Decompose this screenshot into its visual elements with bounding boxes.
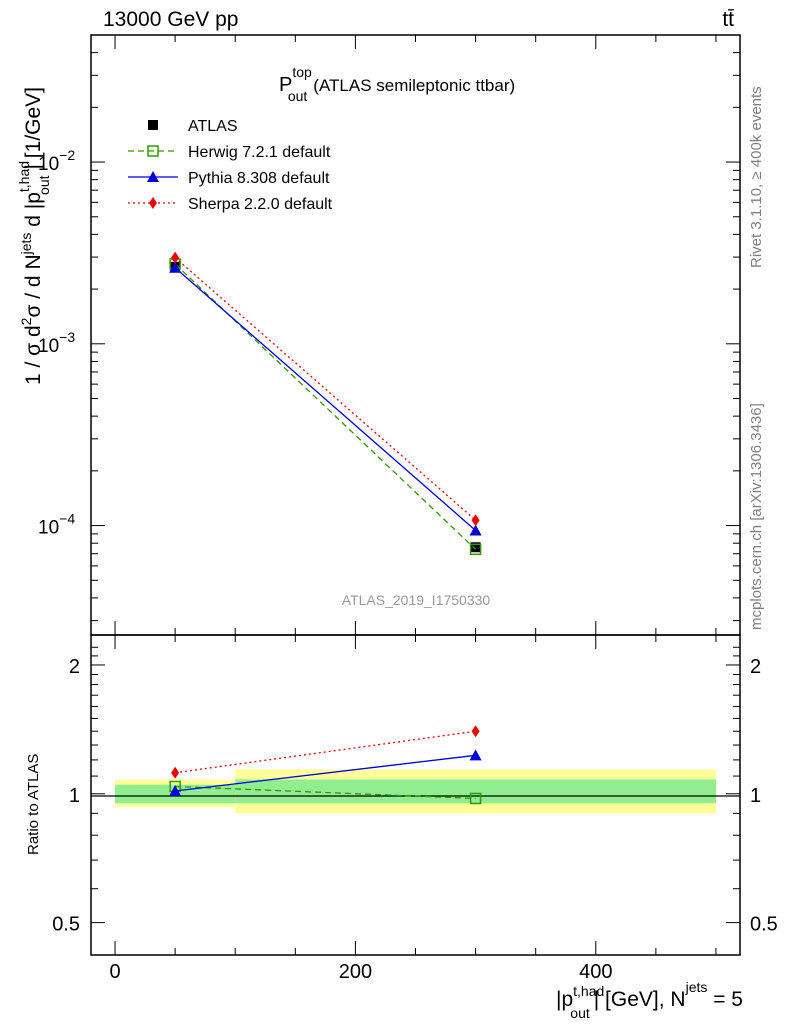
ratio-ticks: 0.5 0.5 1 1 2 2 0 200 400 [52, 635, 778, 983]
legend-label: ATLAS [188, 118, 238, 135]
y-tick-label-base: 10 [38, 336, 59, 357]
marker-triangle [169, 261, 182, 273]
legend-label: Herwig 7.2.1 default [188, 144, 331, 161]
ratio-y-tick-label-right: 0.5 [750, 914, 778, 936]
rivet-label: Rivet 3.1.10, ≥ 400k events [748, 86, 765, 268]
marker-triangle [147, 171, 159, 182]
ratio-y-tick-label: 0.5 [52, 914, 80, 936]
ratio-series-line [175, 730, 476, 774]
y-tick-label-base: 10 [38, 518, 59, 539]
marker-triangle [169, 785, 182, 797]
series-line [174, 257, 477, 521]
ratio-series-herwig [169, 780, 482, 805]
legend-label: Pythia 8.308 default [188, 170, 330, 187]
source-label: mcplots.cern.ch [arXiv:1306.3436] [748, 403, 765, 630]
series-line [174, 267, 477, 531]
x-tick-label: 200 [339, 961, 372, 983]
analysis-label: ATLAS_2019_I1750330 [342, 592, 491, 608]
y-tick-label: 10−3 [38, 329, 75, 357]
y-tick-label-base: 10 [38, 154, 59, 175]
band-stat [235, 779, 716, 804]
ratio-y-tick-label: 2 [69, 656, 80, 678]
x-axis-label: |pt,had out| [GeV], Njets = 5 [556, 979, 743, 1021]
marker-diamond [471, 514, 480, 527]
y-tick-label: 10−2 [38, 147, 75, 175]
marker-triangle [469, 749, 482, 761]
energy-label: 13000 GeV pp [103, 8, 238, 31]
main-series [169, 251, 482, 556]
marker-diamond [149, 197, 157, 209]
ratio-series-line [175, 754, 476, 792]
ratio-y-tick-label-right: 2 [750, 656, 761, 678]
uncertainty-bands [115, 769, 716, 814]
marker-diamond [471, 725, 480, 738]
main-ticks: 10−210−310−4 [38, 34, 740, 635]
ratio-series [169, 725, 482, 805]
marker-square-filled [470, 542, 481, 553]
y-tick-label: 10−4 [38, 511, 75, 539]
main-y-axis-label: 1 / σ d2σ / d Njets d |pt,had out| [1/GeV… [16, 87, 52, 385]
ratio-series-pythia [169, 749, 482, 797]
ratio-series-sherpa [171, 725, 480, 779]
ratio-series-line [175, 785, 476, 800]
series-line [174, 263, 477, 550]
legend-item: Sherpa 2.2.0 default [128, 196, 333, 213]
legend-label: Sherpa 2.2.0 default [188, 196, 333, 213]
chart-title: Ptop out(ATLAS semileptonic ttbar) [279, 64, 515, 104]
legend-item: ATLAS [148, 118, 238, 135]
main-panel: 10−210−310−4 Ptop out(ATLAS semileptonic … [16, 34, 741, 636]
process-label: tt̄ [722, 8, 734, 31]
y-tick-label-exp: −4 [59, 511, 75, 527]
ratio-frame [90, 634, 741, 956]
legend: ATLAS Herwig 7.2.1 default Pythia 8.308 de… [128, 118, 333, 213]
marker-diamond [171, 251, 180, 264]
marker-triangle [469, 524, 482, 536]
marker-square-open [469, 543, 482, 556]
ratio-panel: 0.5 0.5 1 1 2 2 0 200 400 Ratio to ATLAS |pt,had… [25, 634, 778, 1021]
marker-square-filled [148, 120, 158, 130]
ratio-y-tick-label-right: 1 [750, 785, 761, 807]
ratio-y-tick-label: 1 [69, 785, 80, 807]
ratio-y-axis-label: Ratio to ATLAS [25, 754, 42, 855]
x-tick-label: 0 [109, 961, 120, 983]
y-tick-label-exp: −2 [59, 147, 75, 163]
marker-diamond [171, 766, 180, 779]
marker-square-open [147, 145, 159, 157]
x-tick-label: 400 [579, 961, 612, 983]
series-pythia [169, 261, 482, 536]
y-tick-label-exp: −3 [59, 329, 75, 345]
legend-item: Herwig 7.2.1 default [128, 144, 331, 161]
marker-square-open [469, 792, 482, 805]
legend-item: Pythia 8.308 default [128, 170, 330, 187]
series-atlas [170, 261, 481, 553]
series-sherpa [171, 251, 480, 527]
